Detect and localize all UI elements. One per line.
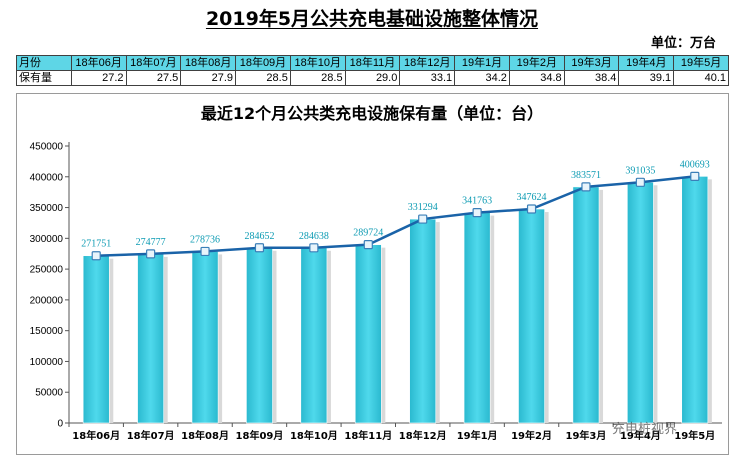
value-cell: 28.5 <box>235 70 291 86</box>
value-row: 保有量 27.2 27.5 27.9 28.5 28.5 29.0 33.1 34.2 34.8 3… <box>16 70 729 86</box>
data-label: 289724 <box>353 228 383 239</box>
month-cell: 18年09月 <box>235 55 291 71</box>
series-marker <box>690 171 700 181</box>
y-tick-label: 100000 <box>30 357 64 368</box>
watermark-text: 充电桩视界 <box>612 422 678 437</box>
x-tick-label: 18年11月 <box>344 429 392 442</box>
bar <box>572 186 600 424</box>
data-label: 383571 <box>571 170 601 181</box>
value-row-label: 保有量 <box>16 70 72 86</box>
y-tick-label: 200000 <box>30 295 64 306</box>
page-title: 2019年5月公共充电基础设施整体情况 <box>205 8 539 30</box>
month-row: 月份 18年06月 18年07月 18年08月 18年09月 18年10月 18年11月 18… <box>16 55 729 71</box>
data-label: 391035 <box>625 165 655 176</box>
y-tick-label: 450000 <box>30 142 64 153</box>
x-tick-label: 18年07月 <box>127 429 175 442</box>
y-tick-label: 350000 <box>30 203 64 214</box>
unit-label: 单位：万台 <box>650 36 716 51</box>
series-marker <box>526 204 537 214</box>
series-marker <box>146 249 156 259</box>
x-tick-label: 19年2月 <box>511 429 552 442</box>
data-label: 284638 <box>299 231 329 242</box>
x-tick-label: 19年5月 <box>674 429 715 442</box>
value-cell: 34.2 <box>454 70 510 86</box>
bar <box>518 208 545 424</box>
value-cell: 29.0 <box>344 70 401 86</box>
bar <box>354 244 382 424</box>
x-tick-label: 18年08月 <box>181 429 229 442</box>
series-marker <box>418 214 428 224</box>
data-label: 341763 <box>462 196 492 207</box>
month-cell: 19年5月 <box>673 55 729 71</box>
month-row-label: 月份 <box>16 55 72 71</box>
month-cell: 18年08月 <box>180 55 237 71</box>
data-label: 347624 <box>517 192 547 203</box>
value-cell: 40.1 <box>673 70 729 86</box>
x-tick-label: 18年10月 <box>290 429 338 442</box>
series-marker <box>635 177 645 187</box>
data-label: 284652 <box>244 231 274 242</box>
y-tick-label: 50000 <box>35 388 63 399</box>
bar <box>300 247 328 424</box>
y-tick-label: 250000 <box>30 265 64 276</box>
value-cell: 27.2 <box>70 70 127 86</box>
series-marker <box>91 251 101 261</box>
bar <box>246 247 273 424</box>
chart-title: 最近12个月公共类充电设施保有量（单位：台） <box>201 104 543 123</box>
series-marker <box>581 182 591 192</box>
summary-table: 月份 18年06月 18年07月 18年08月 18年09月 18年10月 18年11月 18… <box>16 55 729 86</box>
value-cell: 33.1 <box>399 70 456 86</box>
data-label: 271751 <box>81 239 111 250</box>
data-label: 331294 <box>408 202 438 213</box>
value-cell: 38.4 <box>563 70 620 86</box>
month-cell: 19年1月 <box>454 55 510 71</box>
y-tick-label: 0 <box>57 419 63 430</box>
x-tick-label: 18年12月 <box>399 429 447 442</box>
chart-area: 最近12个月公共类充电设施保有量（单位：台） 0 50000 100000 15000… <box>16 93 729 455</box>
bar <box>82 255 110 424</box>
value-cell: 28.5 <box>289 70 346 86</box>
month-cell: 19年3月 <box>563 55 620 71</box>
y-tick-label: 150000 <box>30 326 64 337</box>
value-cell: 27.9 <box>180 70 237 86</box>
month-cell: 18年11月 <box>344 55 401 71</box>
bar <box>463 212 491 424</box>
data-label: 274777 <box>136 237 166 248</box>
value-cell: 27.5 <box>125 70 182 86</box>
y-tick-label: 300000 <box>30 234 64 245</box>
bar <box>681 176 709 424</box>
series-line <box>96 175 695 257</box>
x-tick-label: 19年1月 <box>457 429 498 442</box>
x-tick-label: 18年09月 <box>236 429 284 442</box>
series-marker <box>472 208 482 218</box>
data-label: 278736 <box>190 234 220 245</box>
value-cell: 34.8 <box>508 70 565 86</box>
bar-chart: 最近12个月公共类充电设施保有量（单位：台） 0 50000 100000 15000… <box>30 104 722 442</box>
series-marker <box>254 243 265 253</box>
series-marker <box>363 240 373 250</box>
data-label: 400693 <box>680 159 710 170</box>
bar <box>191 251 219 424</box>
month-cell: 18年06月 <box>70 55 127 71</box>
bar <box>627 181 654 424</box>
month-cell: 18年12月 <box>399 55 456 71</box>
month-cell: 19年4月 <box>618 55 675 71</box>
x-tick-label: 19年4月 <box>620 429 661 442</box>
series-marker <box>309 243 319 253</box>
bar <box>137 253 164 424</box>
x-tick-label: 19年3月 <box>566 429 607 442</box>
value-cell: 39.1 <box>618 70 675 86</box>
month-cell: 19年2月 <box>508 55 565 71</box>
x-tick-label: 18年06月 <box>72 429 120 442</box>
month-cell: 18年07月 <box>125 55 182 71</box>
month-cell: 18年10月 <box>289 55 346 71</box>
y-tick-label: 400000 <box>30 172 64 183</box>
series-marker <box>200 246 210 257</box>
bar <box>409 218 437 424</box>
